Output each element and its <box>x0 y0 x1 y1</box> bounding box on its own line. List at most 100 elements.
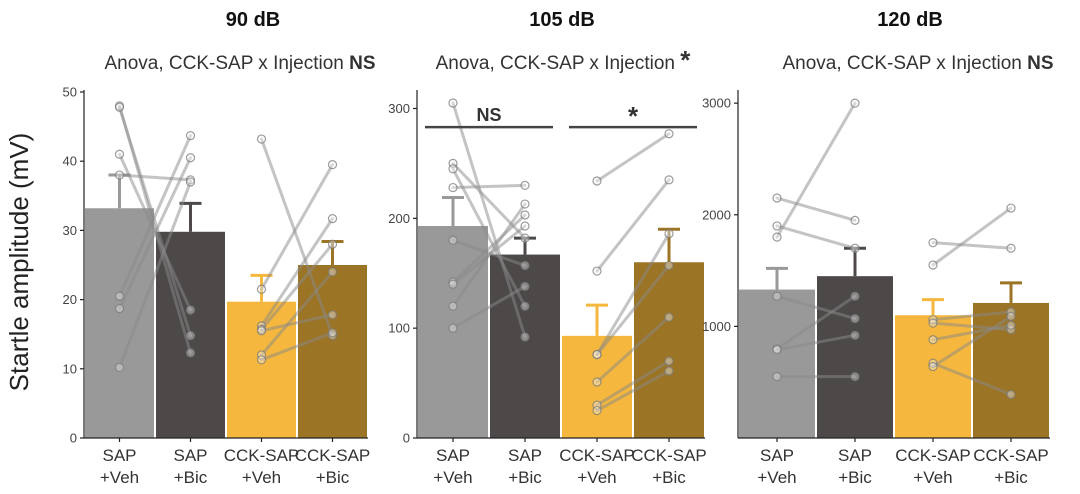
data-point <box>850 98 860 108</box>
data-point <box>114 149 125 159</box>
data-point <box>1006 203 1016 213</box>
paired-line <box>931 241 1013 250</box>
x-tick-label-line: +Bic <box>652 468 686 487</box>
paired-line <box>931 310 1013 322</box>
x-tick-label: CCK-SAP +Bic <box>973 446 1049 487</box>
data-point <box>664 312 674 322</box>
data-point <box>327 160 338 170</box>
y-tick-label: 0 <box>70 431 77 446</box>
data-point <box>256 134 267 144</box>
x-tick-label: SAP +Veh <box>757 446 796 487</box>
y-tick-label: 40 <box>63 154 77 169</box>
paired-line <box>260 137 334 338</box>
paired-line <box>260 163 334 291</box>
data-point <box>850 215 860 225</box>
paired-line <box>595 369 671 413</box>
data-point <box>664 129 674 139</box>
data-point <box>928 260 938 270</box>
paired-line <box>775 224 857 250</box>
stat-result: NS <box>349 53 375 74</box>
paired-line <box>931 314 1013 369</box>
data-point <box>928 361 938 372</box>
data-point <box>114 291 125 301</box>
data-point <box>448 235 458 245</box>
x-tick-label-line: SAP <box>173 446 207 465</box>
data-point <box>928 238 938 248</box>
data-point <box>448 301 458 311</box>
x-tick-label-line: CCK-SAP <box>895 446 971 465</box>
data-point <box>256 284 267 294</box>
data-point <box>850 243 860 253</box>
stat-annotation: Anova, CCK-SAP x Injection NS <box>782 53 1053 74</box>
paired-line <box>931 361 1013 396</box>
paired-line <box>451 202 527 308</box>
data-point <box>520 281 530 292</box>
y-tick-label: 100 <box>388 321 410 336</box>
data-point <box>1006 389 1016 400</box>
x-tick-label-line: CCK-SAP <box>973 446 1049 465</box>
data-point <box>850 291 860 301</box>
x-tick-label-line: CCK-SAP <box>224 446 300 465</box>
data-point <box>592 266 602 276</box>
data-point <box>520 233 530 243</box>
x-tick-label: SAP +Veh <box>100 446 139 487</box>
data-point <box>185 348 196 358</box>
data-point <box>448 164 458 174</box>
paired-line <box>775 333 857 352</box>
y-tick-label: 200 <box>388 211 410 226</box>
x-tick-label-line: +Veh <box>913 468 952 487</box>
bar <box>817 276 893 438</box>
stat-prefix: Anova, CCK-SAP x Injection <box>436 53 681 74</box>
x-tick-label-line: CCK-SAP <box>295 446 371 465</box>
data-point <box>664 260 674 271</box>
x-tick-label: CCK-SAP +Veh <box>895 446 971 487</box>
bar <box>298 265 367 438</box>
data-point <box>520 180 530 190</box>
data-point <box>592 349 602 360</box>
chart-panel-3: 120 dB Anova, CCK-SAP x Injection NS 1000 2… <box>702 9 1053 487</box>
paired-line <box>118 134 192 298</box>
data-point <box>592 377 602 387</box>
y-tick-label: 1000 <box>702 319 731 334</box>
paired-line <box>595 132 671 183</box>
x-tick-label-line: +Veh <box>242 468 281 487</box>
x-tick-label-line: SAP <box>102 446 136 465</box>
x-tick-label-line: +Veh <box>433 468 472 487</box>
paired-line <box>595 315 671 384</box>
y-tick-label: 3000 <box>702 96 731 111</box>
stat-result: NS <box>1027 53 1053 74</box>
y-tick-label: 0 <box>403 431 410 446</box>
y-axis-label: Startle amplitude (mV) <box>4 133 34 392</box>
data-point <box>664 356 674 366</box>
data-point <box>256 326 267 336</box>
data-point <box>850 372 860 382</box>
x-tick-label-line: +Veh <box>100 468 139 487</box>
x-tick-label-line: +Bic <box>508 468 542 487</box>
comparison-label: * <box>628 101 639 131</box>
x-tick-label: CCK-SAP +Bic <box>631 446 707 487</box>
stat-annotation: Anova, CCK-SAP x Injection NS <box>104 53 375 74</box>
data-point <box>327 214 338 224</box>
data-point <box>520 210 530 220</box>
x-tick-label: SAP +Bic <box>838 446 872 487</box>
data-point <box>114 170 125 180</box>
data-point <box>448 182 458 193</box>
paired-line <box>118 156 192 311</box>
y-tick-label: 300 <box>388 101 410 116</box>
y-tick-label: 2000 <box>702 207 731 222</box>
paired-line <box>260 313 334 333</box>
y-tick-label: 20 <box>63 292 77 307</box>
data-point <box>772 291 782 301</box>
paired-line <box>118 180 192 369</box>
x-tick-label: SAP +Bic <box>508 446 542 487</box>
y-tick-label: 10 <box>63 361 77 376</box>
bar <box>634 262 704 438</box>
x-tick-label: CCK-SAP +Bic <box>295 446 371 487</box>
x-tick-label-line: +Bic <box>174 468 208 487</box>
data-point <box>850 330 860 340</box>
x-tick-label-line: +Veh <box>757 468 796 487</box>
paired-line <box>451 101 527 339</box>
data-point <box>327 328 338 338</box>
x-tick-label: SAP +Bic <box>173 446 207 487</box>
panel-title: 90 dB <box>226 9 280 31</box>
